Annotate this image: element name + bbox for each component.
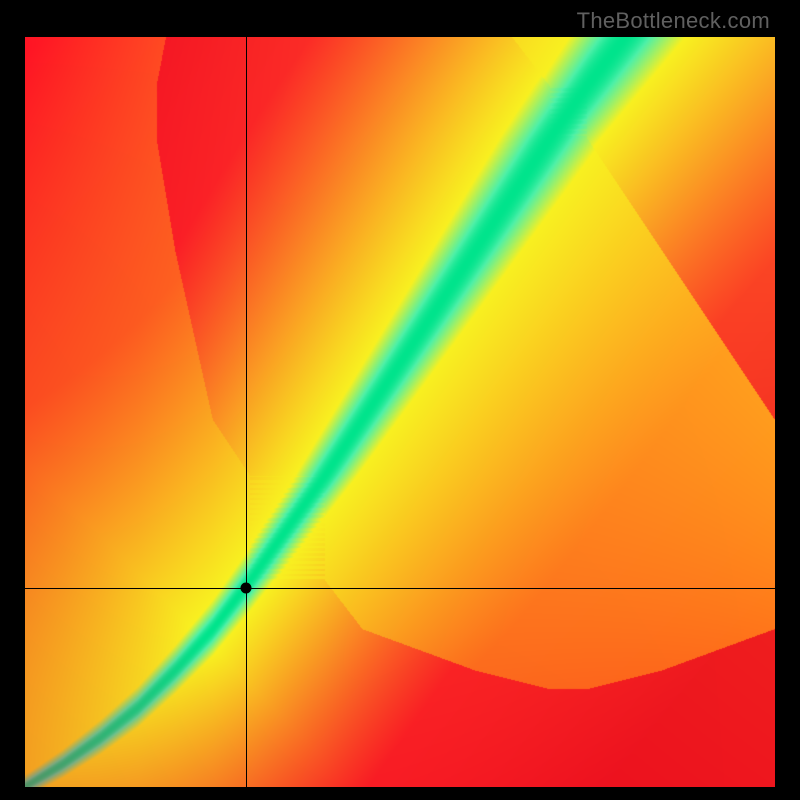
heatmap-plot bbox=[25, 37, 775, 787]
crosshair-horizontal bbox=[25, 588, 775, 589]
heatmap-canvas bbox=[25, 37, 775, 787]
heatmap-canvas-container bbox=[25, 37, 775, 787]
watermark-text: TheBottleneck.com bbox=[577, 8, 770, 34]
data-point-marker bbox=[241, 583, 252, 594]
crosshair-vertical bbox=[246, 37, 247, 787]
